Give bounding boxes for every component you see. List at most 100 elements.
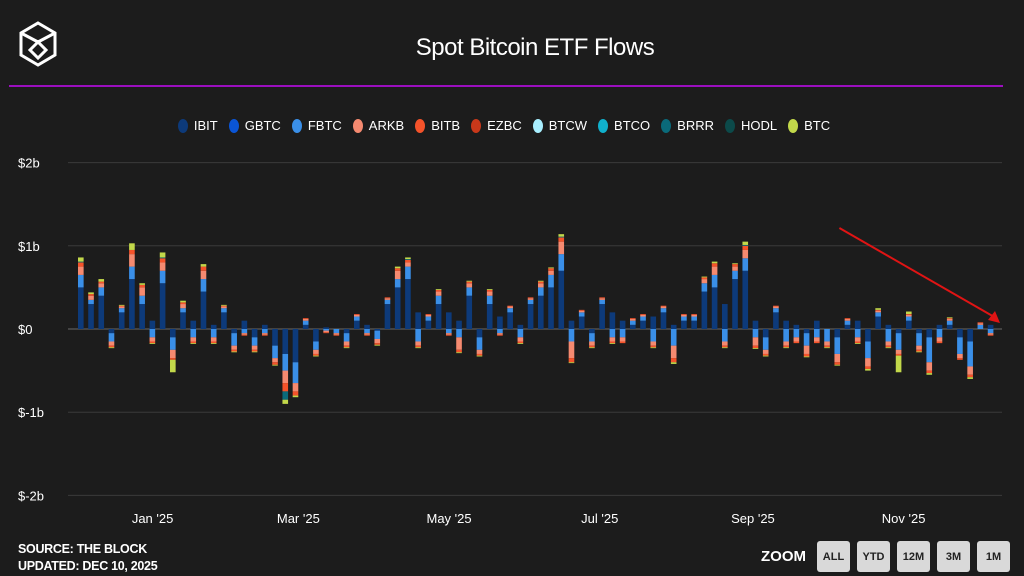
zoom-12m-button[interactable]: 12M (897, 541, 930, 572)
bar-bitb (752, 345, 759, 349)
legend-item-btc[interactable]: BTC (788, 118, 830, 133)
bar-bitb (875, 309, 881, 311)
bar-arkb (895, 349, 902, 354)
legend-marker-icon (598, 118, 609, 133)
legend-label: GBTC (244, 118, 281, 133)
bar-ibit (210, 324, 217, 329)
bar-bitb (885, 345, 892, 348)
bar-arkb (589, 341, 595, 346)
bar-ibit (814, 320, 820, 329)
bar-ibit (793, 324, 800, 329)
bar-ibit (803, 329, 810, 334)
bar-fbtc (118, 308, 125, 313)
bar-ibit (670, 324, 677, 329)
bar-btc (538, 280, 544, 282)
bar-bitb (957, 358, 963, 360)
bar-ibit (108, 329, 115, 334)
bar-ibit (394, 287, 401, 329)
bar-btc (180, 300, 186, 303)
bar-bitb (241, 334, 248, 336)
bar-arkb (630, 319, 636, 321)
bar-ibit (599, 304, 605, 329)
bar-fbtc (272, 345, 278, 359)
bar-bitb (262, 334, 268, 336)
bar-arkb (98, 283, 105, 288)
bar-btc (486, 289, 493, 290)
bar-arkb (343, 341, 350, 346)
bar-bitb (854, 341, 861, 344)
bar-fbtc (159, 270, 166, 284)
bar-btc (906, 311, 912, 315)
legend-item-fbtc[interactable]: FBTC (291, 118, 342, 133)
bar-arkb (139, 287, 145, 296)
bar-fbtc (292, 362, 299, 384)
bar-fbtc (374, 330, 381, 339)
bar-ibit (507, 312, 513, 329)
bar-bitb (405, 259, 411, 263)
bar-ibit (435, 304, 442, 329)
bar-bitb (936, 341, 943, 344)
bar-arkb (854, 337, 861, 342)
bar-btc (875, 308, 881, 310)
bar-ibit (946, 324, 953, 329)
bar-arkb (241, 333, 248, 335)
bar-ibit (497, 316, 503, 329)
zoom-all-button[interactable]: ALL (817, 541, 850, 572)
bar-btc (231, 351, 237, 353)
bar-btc (456, 352, 462, 354)
bar-fbtc (548, 274, 554, 288)
bar-bitb (977, 322, 984, 324)
bar-bitb (466, 281, 473, 284)
bar-ibit (957, 329, 963, 338)
bar-ibit (732, 279, 738, 329)
bar-arkb (783, 341, 789, 346)
bar-arkb (435, 291, 442, 296)
bar-arkb (946, 319, 953, 321)
zoom-1m-button[interactable]: 1M (977, 541, 1010, 572)
bar-fbtc (670, 329, 677, 346)
bar-arkb (180, 304, 186, 309)
bar-ibit (323, 327, 329, 329)
legend-item-gbtc[interactable]: GBTC (228, 118, 281, 133)
legend-label: BRRR (677, 118, 715, 133)
bar-fbtc (762, 337, 769, 350)
bar-brrr (405, 259, 411, 260)
legend-item-bitb[interactable]: BITB (415, 118, 460, 133)
bar-fbtc (200, 279, 207, 292)
bar-ibit (701, 291, 708, 329)
bar-fbtc (425, 316, 432, 321)
bar-brrr (282, 391, 289, 400)
bar-ibit (548, 287, 554, 329)
bar-bitb (987, 334, 994, 336)
bar-fbtc (681, 316, 687, 321)
bar-bitb (946, 318, 953, 320)
bar-bitb (139, 284, 145, 288)
bar-ibit (722, 304, 728, 329)
bar-ibit (558, 270, 565, 329)
bar-arkb (701, 279, 708, 284)
zoom-ytd-button[interactable]: YTD (857, 541, 890, 572)
bar-bitb (558, 237, 565, 242)
legend-item-brrr[interactable]: BRRR (661, 118, 714, 133)
bar-bitb (793, 341, 800, 344)
legend-item-arkb[interactable]: ARKB (352, 118, 404, 133)
y-tick-label: $2b (18, 156, 40, 171)
bar-bitb (374, 343, 381, 345)
bar-ibit (456, 320, 462, 329)
legend-item-hodl[interactable]: HODL (725, 118, 777, 133)
bar-fbtc (302, 320, 309, 325)
legend-item-btcw[interactable]: BTCW (532, 118, 587, 133)
legend-item-ezbc[interactable]: EZBC (471, 118, 522, 133)
legend-item-btco[interactable]: BTCO (598, 118, 650, 133)
bar-fbtc (456, 329, 462, 338)
bar-ibit (231, 329, 237, 334)
legend-item-ibit[interactable]: IBIT (177, 118, 218, 133)
zoom-3m-button[interactable]: 3M (937, 541, 970, 572)
bar-btc (854, 343, 861, 344)
bar-ibit (691, 320, 697, 329)
bar-arkb (221, 306, 227, 309)
bar-btc (895, 355, 902, 373)
legend-marker-icon (177, 118, 188, 133)
zoom-controls: ZOOM ALL YTD 12M 3M 1M (761, 541, 1010, 572)
bar-fbtc (977, 324, 984, 329)
